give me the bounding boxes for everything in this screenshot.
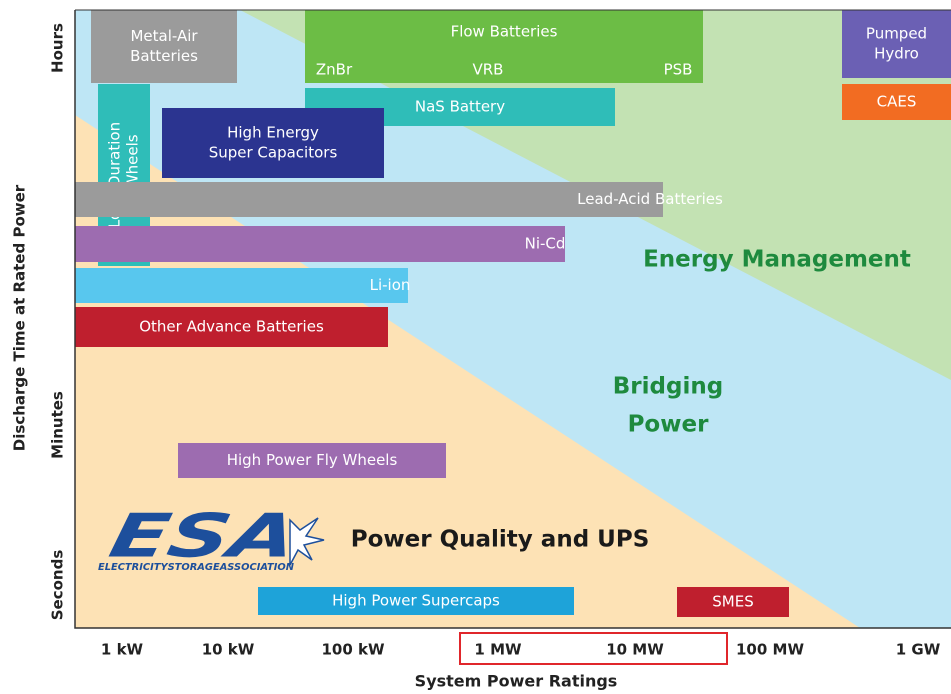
- tech-label: Pumped: [866, 25, 927, 43]
- highlight-box: [459, 632, 728, 665]
- tech-box: [75, 268, 408, 303]
- tech-label: Metal-Air: [130, 27, 198, 45]
- region-label: Power: [628, 412, 710, 438]
- x-tick-label: 100 kW: [321, 641, 385, 659]
- tech-box: [75, 226, 565, 262]
- tech-label: Flow Batteries: [451, 23, 558, 41]
- sub-label: ZnBr: [316, 61, 353, 79]
- y-tick-label: Hours: [49, 23, 67, 73]
- tech-label: Li-ion: [370, 276, 411, 294]
- tech-label: Hydro: [874, 45, 919, 63]
- tech-label: CAES: [877, 93, 917, 111]
- tech-box: [75, 307, 388, 347]
- x-tick-label: 100 MW: [736, 641, 804, 659]
- logo-name: ELECTRICITYSTORAGEASSOCIATION: [98, 562, 295, 573]
- tech-box: [258, 587, 574, 615]
- tech-box: [305, 10, 703, 83]
- y-tick-label: Minutes: [49, 391, 67, 459]
- y-axis-title: Discharge Time at Rated Power: [11, 184, 29, 451]
- tech-box: [178, 443, 446, 478]
- tech-box: [842, 84, 951, 120]
- x-axis-title: System Power Ratings: [415, 672, 618, 691]
- tech-label: High Power Supercaps: [332, 592, 500, 610]
- tech-label: NaS Battery: [415, 98, 505, 116]
- tech-box: [842, 10, 951, 78]
- tech-label: High Power Fly Wheels: [227, 451, 398, 469]
- x-tick-label: 1 MW: [474, 641, 522, 659]
- tech-label: Super Capacitors: [209, 144, 338, 162]
- region-label: Bridging: [613, 374, 723, 400]
- logo-star: [289, 517, 325, 566]
- tech-box: [91, 10, 237, 83]
- tech-label: Batteries: [130, 47, 198, 65]
- tech-label: Other Advance Batteries: [139, 318, 324, 336]
- tech-label: SMES: [712, 593, 753, 611]
- y-tick-label: Seconds: [49, 550, 67, 621]
- x-tick-label: 10 MW: [606, 641, 664, 659]
- x-tick-label: 1 kW: [101, 641, 144, 659]
- x-tick-label: 10 kW: [202, 641, 255, 659]
- sub-label: PSB: [664, 61, 693, 79]
- x-tick-label: 1 GW: [896, 641, 941, 659]
- axes: [74, 10, 951, 629]
- region-label: Energy Management: [643, 247, 911, 273]
- sub-label: VRB: [473, 61, 504, 79]
- tech-box: [75, 182, 663, 217]
- tech-label: Ni-Cd: [525, 235, 566, 253]
- tech-label: Lead-Acid Batteries: [577, 190, 723, 208]
- region-label: Power Quality and UPS: [351, 527, 650, 553]
- tech-label: High Energy: [227, 124, 319, 142]
- logo-mark: ESA: [104, 502, 304, 571]
- tech-box: [677, 587, 789, 617]
- tech-box: [162, 108, 384, 178]
